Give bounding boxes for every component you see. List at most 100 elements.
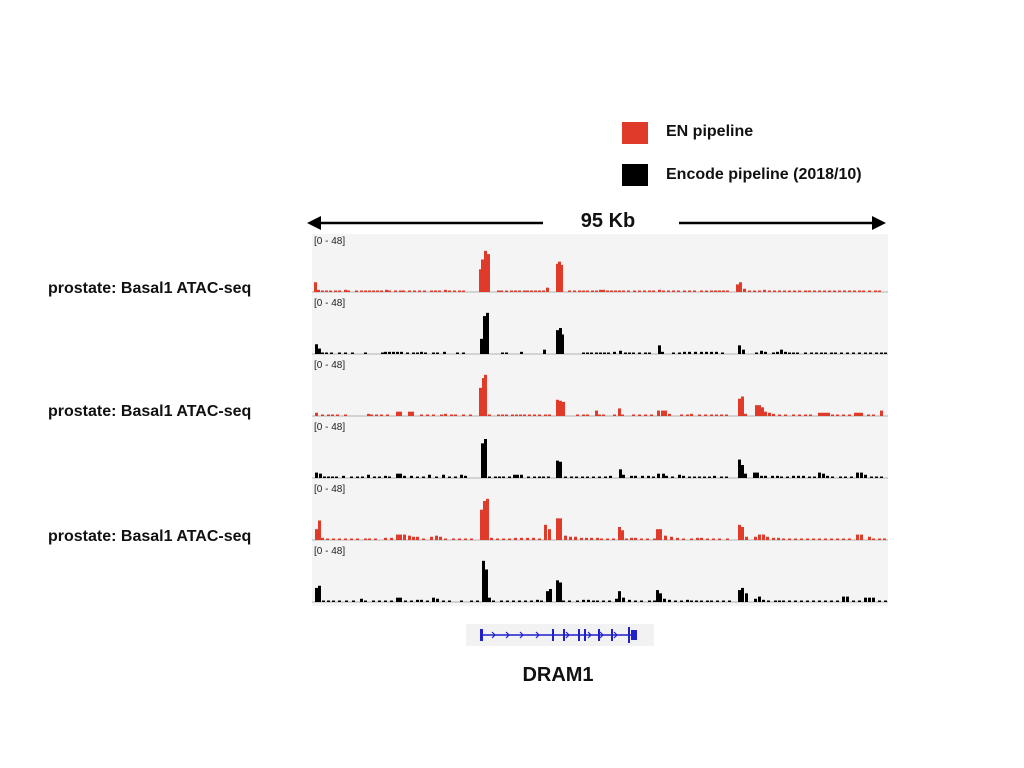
- coverage-bar: [688, 476, 691, 478]
- coverage-bar: [364, 352, 367, 354]
- coverage-bar: [432, 597, 435, 602]
- coverage-bar: [533, 476, 536, 478]
- scale-arrow-left: [307, 216, 543, 230]
- coverage-bar: [794, 600, 797, 602]
- coverage-bar: [580, 537, 583, 540]
- coverage-bar: [764, 351, 767, 354]
- coverage-bar: [412, 352, 415, 354]
- coverage-bar: [542, 476, 545, 478]
- coverage-bar: [663, 598, 666, 602]
- coverage-bar: [403, 534, 406, 540]
- coverage-bar: [618, 408, 621, 416]
- coverage-bar: [315, 529, 318, 540]
- coverage-bar: [612, 538, 615, 540]
- coverage-bar: [858, 352, 861, 354]
- legend-swatch-en: [622, 122, 648, 144]
- coverage-bar: [786, 476, 789, 478]
- coverage-bar: [696, 537, 699, 540]
- coverage-bar: [868, 290, 871, 292]
- coverage-bar: [556, 580, 559, 602]
- coverage-bar: [370, 414, 373, 416]
- coverage-bar: [435, 535, 438, 540]
- coverage-bar: [486, 498, 489, 540]
- coverage-bar: [836, 600, 839, 602]
- coverage-bar: [725, 414, 728, 416]
- coverage-bar: [728, 600, 731, 602]
- coverage-bar: [556, 460, 559, 478]
- coverage-bar: [868, 536, 871, 540]
- coverage-bar: [690, 413, 693, 416]
- coverage-bar: [839, 476, 842, 478]
- coverage-bar: [676, 537, 679, 540]
- coverage-bar: [788, 538, 791, 540]
- coverage-bar: [497, 290, 500, 292]
- coverage-bar: [788, 600, 791, 602]
- coverage-bar: [582, 290, 585, 292]
- gene-strand-arrows: [491, 631, 618, 639]
- coverage-bar: [318, 585, 321, 602]
- coverage-bar: [410, 475, 413, 478]
- coverage-bar: [570, 476, 573, 478]
- coverage-bar: [396, 473, 399, 478]
- coverage-bar: [436, 352, 439, 354]
- coverage-bar: [527, 476, 530, 478]
- coverage-bar: [578, 290, 581, 292]
- coverage-bar: [321, 414, 324, 416]
- coverage-bar: [508, 476, 511, 478]
- coverage-bar: [784, 351, 787, 354]
- coverage-bar: [559, 518, 562, 540]
- coverage-bar: [874, 290, 877, 292]
- coverage-bar: [444, 538, 447, 540]
- coverage-track-6: [0 - 48]: [312, 544, 888, 606]
- coverage-bar: [860, 472, 863, 478]
- coverage-bar: [462, 414, 465, 416]
- coverage-bar: [860, 534, 863, 540]
- coverage-bar: [315, 412, 318, 416]
- coverage-bar: [683, 351, 686, 354]
- coverage-bar: [880, 476, 883, 478]
- track-panel: [0 - 48] [0 - 48] [0 - 48] [0 - 48] [0 - 48]…: [312, 234, 888, 606]
- coverage-bar: [763, 289, 766, 292]
- coverage-bar: [412, 536, 415, 540]
- coverage-bar: [650, 414, 653, 416]
- coverage-bar: [713, 475, 716, 478]
- coverage-bar: [753, 290, 756, 292]
- coverage-bar: [836, 414, 839, 416]
- coverage-bar: [758, 290, 761, 292]
- coverage-bar: [638, 414, 641, 416]
- track-range-label: [0 - 48]: [314, 360, 345, 371]
- coverage-bar: [331, 476, 334, 478]
- coverage-bar: [378, 476, 381, 478]
- coverage-bar: [644, 352, 647, 354]
- coverage-bar: [595, 352, 598, 354]
- coverage-bar: [543, 349, 546, 354]
- coverage-bar: [564, 476, 567, 478]
- coverage-bar: [559, 400, 562, 416]
- coverage-bar: [848, 414, 851, 416]
- track-range-label: [0 - 48]: [314, 298, 345, 309]
- coverage-bar: [538, 538, 541, 540]
- coverage-bar: [336, 414, 339, 416]
- coverage-bar: [788, 290, 791, 292]
- track-range-label: [0 - 48]: [314, 422, 345, 433]
- coverage-bar: [852, 352, 855, 354]
- coverage-bar: [548, 529, 551, 540]
- coverage-bar: [683, 290, 686, 292]
- coverage-bar: [574, 536, 577, 540]
- coverage-bar: [331, 414, 334, 416]
- coverage-bar: [514, 537, 517, 540]
- coverage-bar: [784, 414, 787, 416]
- coverage-bar: [444, 413, 447, 416]
- coverage-bar: [715, 351, 718, 354]
- coverage-bar: [479, 269, 482, 292]
- coverage-bar: [482, 378, 485, 416]
- coverage-bar: [501, 414, 504, 416]
- coverage-bar: [632, 352, 635, 354]
- coverage-bar: [858, 600, 861, 602]
- coverage-bar: [424, 352, 427, 354]
- coverage-bar: [323, 476, 326, 478]
- gene-exon: [598, 629, 600, 641]
- coverage-bar: [534, 290, 537, 292]
- coverage-bar: [595, 410, 598, 416]
- coverage-bar: [526, 537, 529, 540]
